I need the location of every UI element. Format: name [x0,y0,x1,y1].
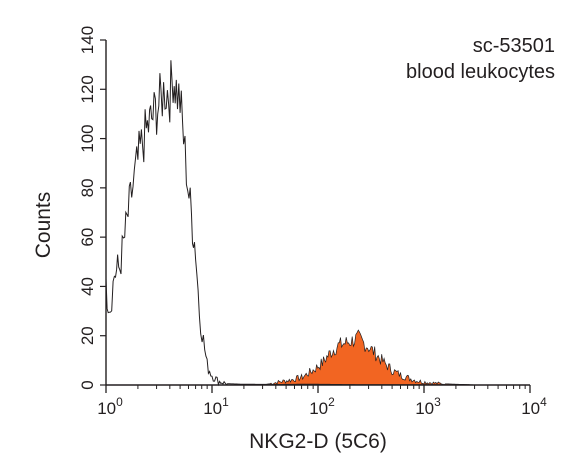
ticks-layer: 0 20 40 60 80 100 120 140 100 101 102 103 104 [78,26,547,418]
x-tick-label: 101 [203,395,229,418]
x-tick-label: 104 [521,395,547,418]
x-tick-label: 102 [309,395,335,418]
y-tick-label: 0 [78,380,97,389]
y-tick-label: 60 [78,228,97,247]
x-tick-label: 100 [97,395,123,418]
annotation-sample-id: sc-53501 [473,35,555,57]
y-tick-label: 140 [78,26,97,54]
series-layer [105,60,475,387]
y-tick-label: 120 [78,75,97,103]
x-tick-label: 103 [415,395,441,418]
axes-layer [105,40,530,386]
y-tick-label: 40 [78,277,97,296]
y-tick-label: 80 [78,178,97,197]
y-axis-title: Counts [32,192,55,259]
series-filled-histogram [262,329,475,386]
x-axis-title: NKG2-D (5C6) [249,430,387,453]
annotation-sample-type: blood leukocytes [406,61,555,83]
y-tick-label: 20 [78,326,97,345]
y-tick-label: 100 [78,124,97,152]
series-outline-histogram [105,60,475,387]
